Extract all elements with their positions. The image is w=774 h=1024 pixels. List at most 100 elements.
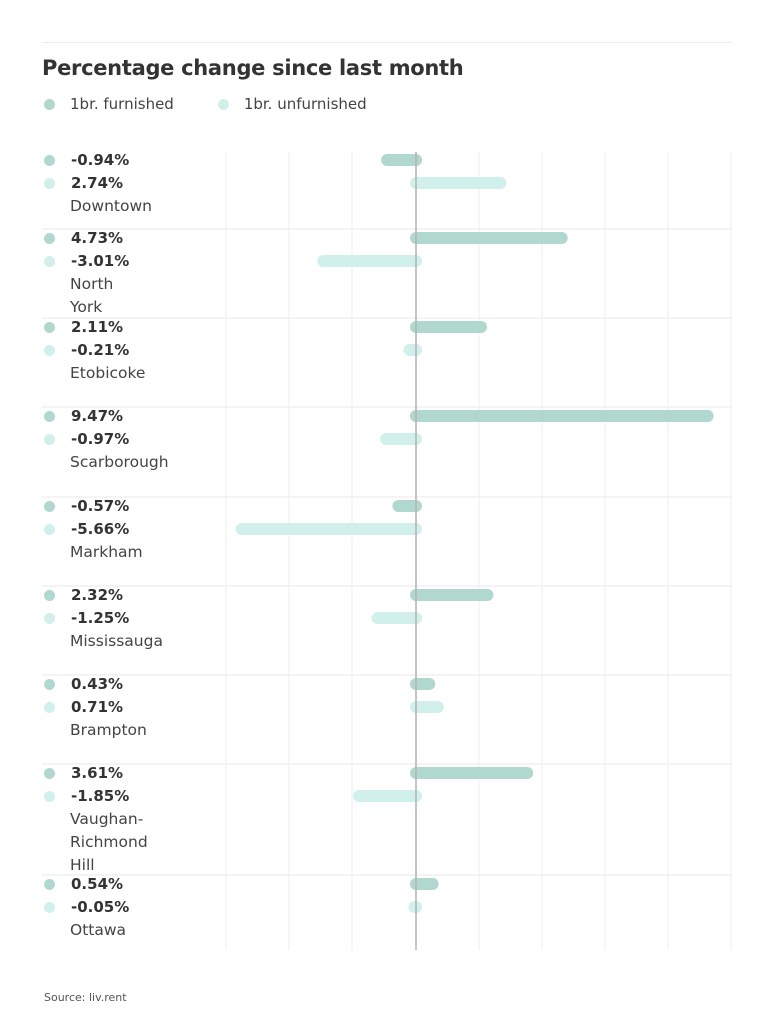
bar-unfurnished-downtown: [410, 177, 507, 189]
value-text: -0.57%: [71, 497, 130, 515]
series-dot-furnished: [44, 878, 55, 890]
legend-item-unfurnished: 1br. unfurnished: [216, 95, 367, 113]
value-text: -5.66%: [71, 520, 130, 538]
category-label-line: Richmond Hill: [70, 833, 148, 874]
value-label-unfurnished: -1.25%: [42, 608, 129, 628]
legend-item-furnished: 1br. furnished: [42, 95, 174, 113]
value-label-unfurnished: -0.05%: [42, 897, 129, 917]
value-label-furnished: 3.61%: [42, 763, 123, 783]
value-text: 2.11%: [71, 318, 124, 336]
series-dot-unfurnished: [44, 344, 55, 356]
category-label-line: Mississauga: [70, 632, 163, 650]
series-dot-unfurnished: [44, 701, 55, 713]
bar-furnished-etobicoke: [410, 321, 487, 333]
value-label-unfurnished: -0.21%: [42, 340, 129, 360]
value-text: -0.05%: [71, 898, 130, 916]
category-label-line: Markham: [70, 543, 143, 561]
value-text: -3.01%: [71, 252, 130, 270]
value-label-furnished: -0.57%: [42, 496, 129, 516]
value-text: 3.61%: [71, 764, 124, 782]
category-label: Downtown: [70, 195, 152, 218]
series-dot-unfurnished: [44, 523, 55, 535]
bar-unfurnished-scarborough: [380, 433, 422, 445]
chart-title: Percentage change since last month: [42, 56, 464, 80]
series-dot-furnished: [44, 678, 55, 690]
bar-unfurnished-markham: [235, 523, 422, 535]
bar-unfurnished-vaughan-richmond-hill: [353, 790, 422, 802]
value-text: 2.74%: [71, 174, 124, 192]
value-text: 2.32%: [71, 586, 124, 604]
category-label-line: Ottawa: [70, 921, 127, 939]
value-label-unfurnished: 0.71%: [42, 697, 123, 717]
category-label-line: Brampton: [70, 721, 147, 739]
bar-furnished-vaughan-richmond-hill: [410, 767, 534, 779]
series-dot-furnished: [44, 410, 55, 422]
category-label: Markham: [70, 541, 143, 564]
value-label-furnished: 0.54%: [42, 874, 123, 894]
value-text: -0.97%: [71, 430, 130, 448]
value-text: 9.47%: [71, 407, 124, 425]
category-label-line: Vaughan-: [70, 810, 144, 828]
series-dot-unfurnished: [44, 433, 55, 445]
value-text: 0.43%: [71, 675, 124, 693]
series-dot-furnished: [44, 321, 55, 333]
series-dot-unfurnished: [44, 612, 55, 624]
legend-swatch-unfurnished: [217, 98, 229, 110]
category-label-line: North York: [70, 275, 114, 316]
category-label: Vaughan- Richmond Hill: [70, 808, 148, 877]
legend-label-furnished: 1br. furnished: [70, 95, 174, 113]
bar-furnished-mississauga: [410, 589, 494, 601]
category-label-line: Etobicoke: [70, 364, 146, 382]
bar-furnished-brampton: [410, 678, 436, 690]
series-dot-unfurnished: [44, 255, 55, 267]
value-label-unfurnished: 2.74%: [42, 173, 123, 193]
value-label-unfurnished: -5.66%: [42, 519, 129, 539]
series-dot-furnished: [44, 232, 55, 244]
source-note: Source: liv.rent: [44, 991, 127, 1004]
category-label: Mississauga: [70, 630, 163, 653]
value-label-furnished: 2.11%: [42, 317, 123, 337]
value-label-furnished: 0.43%: [42, 674, 123, 694]
value-label-furnished: 2.32%: [42, 585, 123, 605]
legend-swatch-furnished: [44, 98, 55, 110]
series-dot-furnished: [44, 767, 55, 779]
value-text: 0.54%: [71, 875, 124, 893]
series-dot-unfurnished: [44, 790, 55, 802]
series-dot-unfurnished: [44, 177, 55, 189]
category-label-line: Downtown: [70, 197, 152, 215]
value-label-unfurnished: -3.01%: [42, 251, 129, 271]
bar-unfurnished-etobicoke: [403, 344, 422, 356]
category-label: Brampton: [70, 719, 147, 742]
value-text: -0.21%: [71, 341, 130, 359]
value-label-furnished: -0.94%: [42, 150, 129, 170]
series-dot-furnished: [44, 500, 55, 512]
value-text: -1.85%: [71, 787, 130, 805]
value-label-unfurnished: -1.85%: [42, 786, 129, 806]
bar-furnished-scarborough: [410, 410, 714, 422]
top-divider: [42, 42, 732, 43]
value-text: 4.73%: [71, 229, 124, 247]
bar-unfurnished-mississauga: [371, 612, 422, 624]
category-label-line: Scarborough: [70, 453, 169, 471]
category-label: Scarborough: [70, 451, 169, 474]
value-text: 0.71%: [71, 698, 124, 716]
category-label: Etobicoke: [70, 362, 145, 385]
category-label: North York: [70, 273, 113, 319]
value-label-unfurnished: -0.97%: [42, 429, 129, 449]
bar-furnished-markham: [392, 500, 422, 512]
value-text: -0.94%: [71, 151, 130, 169]
series-dot-furnished: [44, 589, 55, 601]
bar-furnished-downtown: [381, 154, 422, 166]
bar-furnished-north-york: [410, 232, 568, 244]
bar-furnished-ottawa: [410, 878, 439, 890]
series-dot-unfurnished: [44, 901, 55, 913]
category-label: Ottawa: [70, 919, 126, 942]
bar-unfurnished-brampton: [410, 701, 444, 713]
series-dot-furnished: [44, 154, 55, 166]
bar-unfurnished-north-york: [317, 255, 422, 267]
legend-label-unfurnished: 1br. unfurnished: [243, 95, 367, 113]
value-text: -1.25%: [71, 609, 130, 627]
value-label-furnished: 9.47%: [42, 406, 123, 426]
legend: 1br. furnished 1br. unfurnished: [42, 94, 409, 114]
